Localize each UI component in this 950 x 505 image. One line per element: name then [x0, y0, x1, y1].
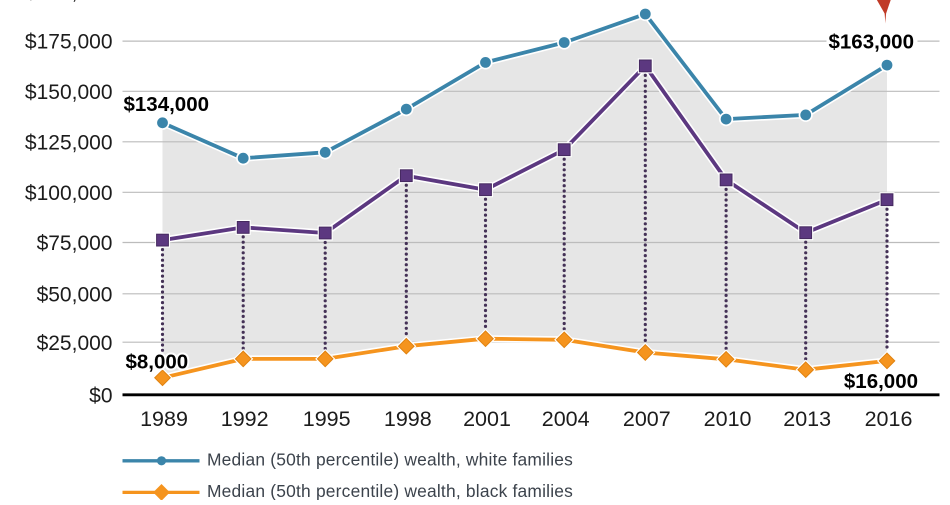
svg-text:$163,000: $163,000 — [828, 31, 914, 54]
svg-text:2007: 2007 — [623, 407, 671, 431]
svg-text:$8,000: $8,000 — [126, 350, 189, 373]
svg-text:1989: 1989 — [140, 407, 188, 431]
svg-text:$75,000: $75,000 — [37, 232, 113, 255]
svg-text:2016: 2016 — [865, 407, 913, 431]
svg-text:$150,000: $150,000 — [25, 81, 113, 104]
svg-text:$16,000: $16,000 — [844, 370, 918, 393]
svg-text:$125,000: $125,000 — [25, 131, 113, 154]
svg-text:2001: 2001 — [463, 407, 511, 431]
svg-text:$100,000: $100,000 — [25, 182, 113, 205]
svg-text:$50,000: $50,000 — [37, 283, 113, 306]
svg-text:1998: 1998 — [384, 407, 432, 431]
svg-text:1995: 1995 — [303, 407, 351, 431]
svg-text:2004: 2004 — [542, 407, 590, 431]
svg-text:2010: 2010 — [704, 407, 752, 431]
svg-text:2013: 2013 — [783, 407, 831, 431]
svg-text:$200,000: $200,000 — [25, 0, 113, 4]
svg-text:1992: 1992 — [221, 407, 269, 431]
svg-text:Median (50th percentile) wealt: Median (50th percentile) wealth, black f… — [207, 481, 573, 500]
svg-text:$25,000: $25,000 — [37, 332, 113, 355]
svg-text:$175,000: $175,000 — [25, 31, 113, 54]
svg-text:$134,000: $134,000 — [124, 93, 210, 116]
svg-text:$0: $0 — [89, 384, 112, 407]
svg-text:Median (50th percentile) wealt: Median (50th percentile) wealth, white f… — [207, 449, 573, 469]
